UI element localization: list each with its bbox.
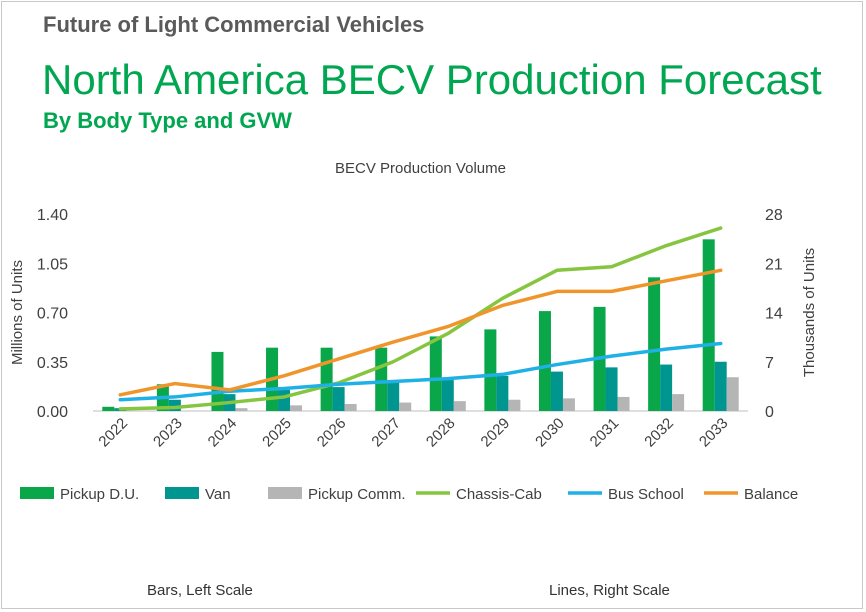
bar-van xyxy=(660,364,673,411)
bar-van xyxy=(605,367,618,411)
bar-pickup-comm xyxy=(508,399,521,411)
right-scale-note: Lines, Right Scale xyxy=(549,582,670,599)
legend-label-bus-school: Bus School xyxy=(608,486,684,503)
x-tick-label: 2023 xyxy=(150,415,186,451)
chart-title: BECV Production Volume xyxy=(335,160,506,177)
y-tick-label-right: 28 xyxy=(765,207,783,224)
bar-pickup-d-u xyxy=(538,311,551,411)
x-tick-label: 2031 xyxy=(587,415,623,451)
x-tick-label: 2030 xyxy=(532,415,568,451)
line-balance xyxy=(118,268,723,397)
y-tick-label-left: 0.70 xyxy=(37,306,68,323)
y-axis-title-left: Millions of Units xyxy=(9,260,26,365)
bar-van xyxy=(496,375,509,411)
bar-pickup-d-u xyxy=(429,336,442,411)
bar-pickup-d-u xyxy=(702,239,715,411)
bar-pickup-d-u xyxy=(648,277,661,411)
legend-label-chassis-cab: Chassis-Cab xyxy=(456,486,542,503)
line-bus-school xyxy=(118,341,723,402)
legend-swatch-pickup-d-u xyxy=(20,487,54,499)
bar-pickup-d-u xyxy=(375,347,388,411)
x-tick-label: 2026 xyxy=(314,415,350,451)
bar-pickup-comm xyxy=(672,394,685,411)
bar-van xyxy=(550,371,563,411)
page-title: North America BECV Production Forecast xyxy=(42,56,822,103)
x-tick-label: 2022 xyxy=(95,415,131,451)
bar-pickup-comm xyxy=(617,396,630,411)
page-kicker: Future of Light Commercial Vehicles xyxy=(43,12,425,37)
y-tick-label-left: 1.40 xyxy=(37,207,68,224)
x-tick-label: 2025 xyxy=(259,415,295,451)
bar-van xyxy=(714,361,727,411)
x-tick-label: 2024 xyxy=(205,415,241,451)
bar-pickup-comm xyxy=(399,402,412,411)
line-chassis-cab xyxy=(118,226,723,411)
y-tick-label-right: 21 xyxy=(765,256,783,273)
bar-van xyxy=(168,399,181,411)
bar-pickup-d-u xyxy=(211,351,224,411)
bar-pickup-comm xyxy=(726,377,739,411)
y-tick-label-left: 0.00 xyxy=(37,404,68,421)
legend-label-pickup-comm: Pickup Comm. xyxy=(308,486,406,503)
left-scale-note: Bars, Left Scale xyxy=(147,582,253,599)
bar-pickup-comm xyxy=(290,405,303,411)
bar-van xyxy=(278,389,291,411)
y-tick-label-left: 1.05 xyxy=(37,256,68,273)
y-tick-label-right: 7 xyxy=(765,355,774,372)
y-axis-title-right: Thousands of Units xyxy=(801,248,818,377)
x-tick-label: 2027 xyxy=(368,415,404,451)
legend-swatch-pickup-comm xyxy=(268,487,302,499)
x-tick-label: 2029 xyxy=(478,415,514,451)
legend-label-pickup-d-u: Pickup D.U. xyxy=(60,486,139,503)
bar-van xyxy=(441,380,454,411)
y-tick-label-right: 0 xyxy=(765,404,774,421)
bar-pickup-comm xyxy=(235,408,248,411)
bar-pickup-d-u xyxy=(320,347,333,411)
legend-swatch-van xyxy=(165,487,199,499)
bar-pickup-comm xyxy=(453,401,466,411)
x-tick-label: 2032 xyxy=(641,415,677,451)
bar-pickup-d-u xyxy=(484,329,497,411)
bar-pickup-comm xyxy=(562,398,575,411)
x-tick-label: 2028 xyxy=(423,415,459,451)
legend-label-van: Van xyxy=(205,486,231,503)
bar-van xyxy=(332,387,345,411)
page-subtitle: By Body Type and GVW xyxy=(43,108,292,133)
bar-pickup-d-u xyxy=(102,406,115,411)
x-tick-label: 2033 xyxy=(696,415,732,451)
y-tick-label-right: 14 xyxy=(765,306,783,323)
bar-van xyxy=(387,382,400,411)
legend-label-balance: Balance xyxy=(744,486,798,503)
y-tick-label-left: 0.35 xyxy=(37,355,68,372)
bar-pickup-comm xyxy=(344,403,357,411)
